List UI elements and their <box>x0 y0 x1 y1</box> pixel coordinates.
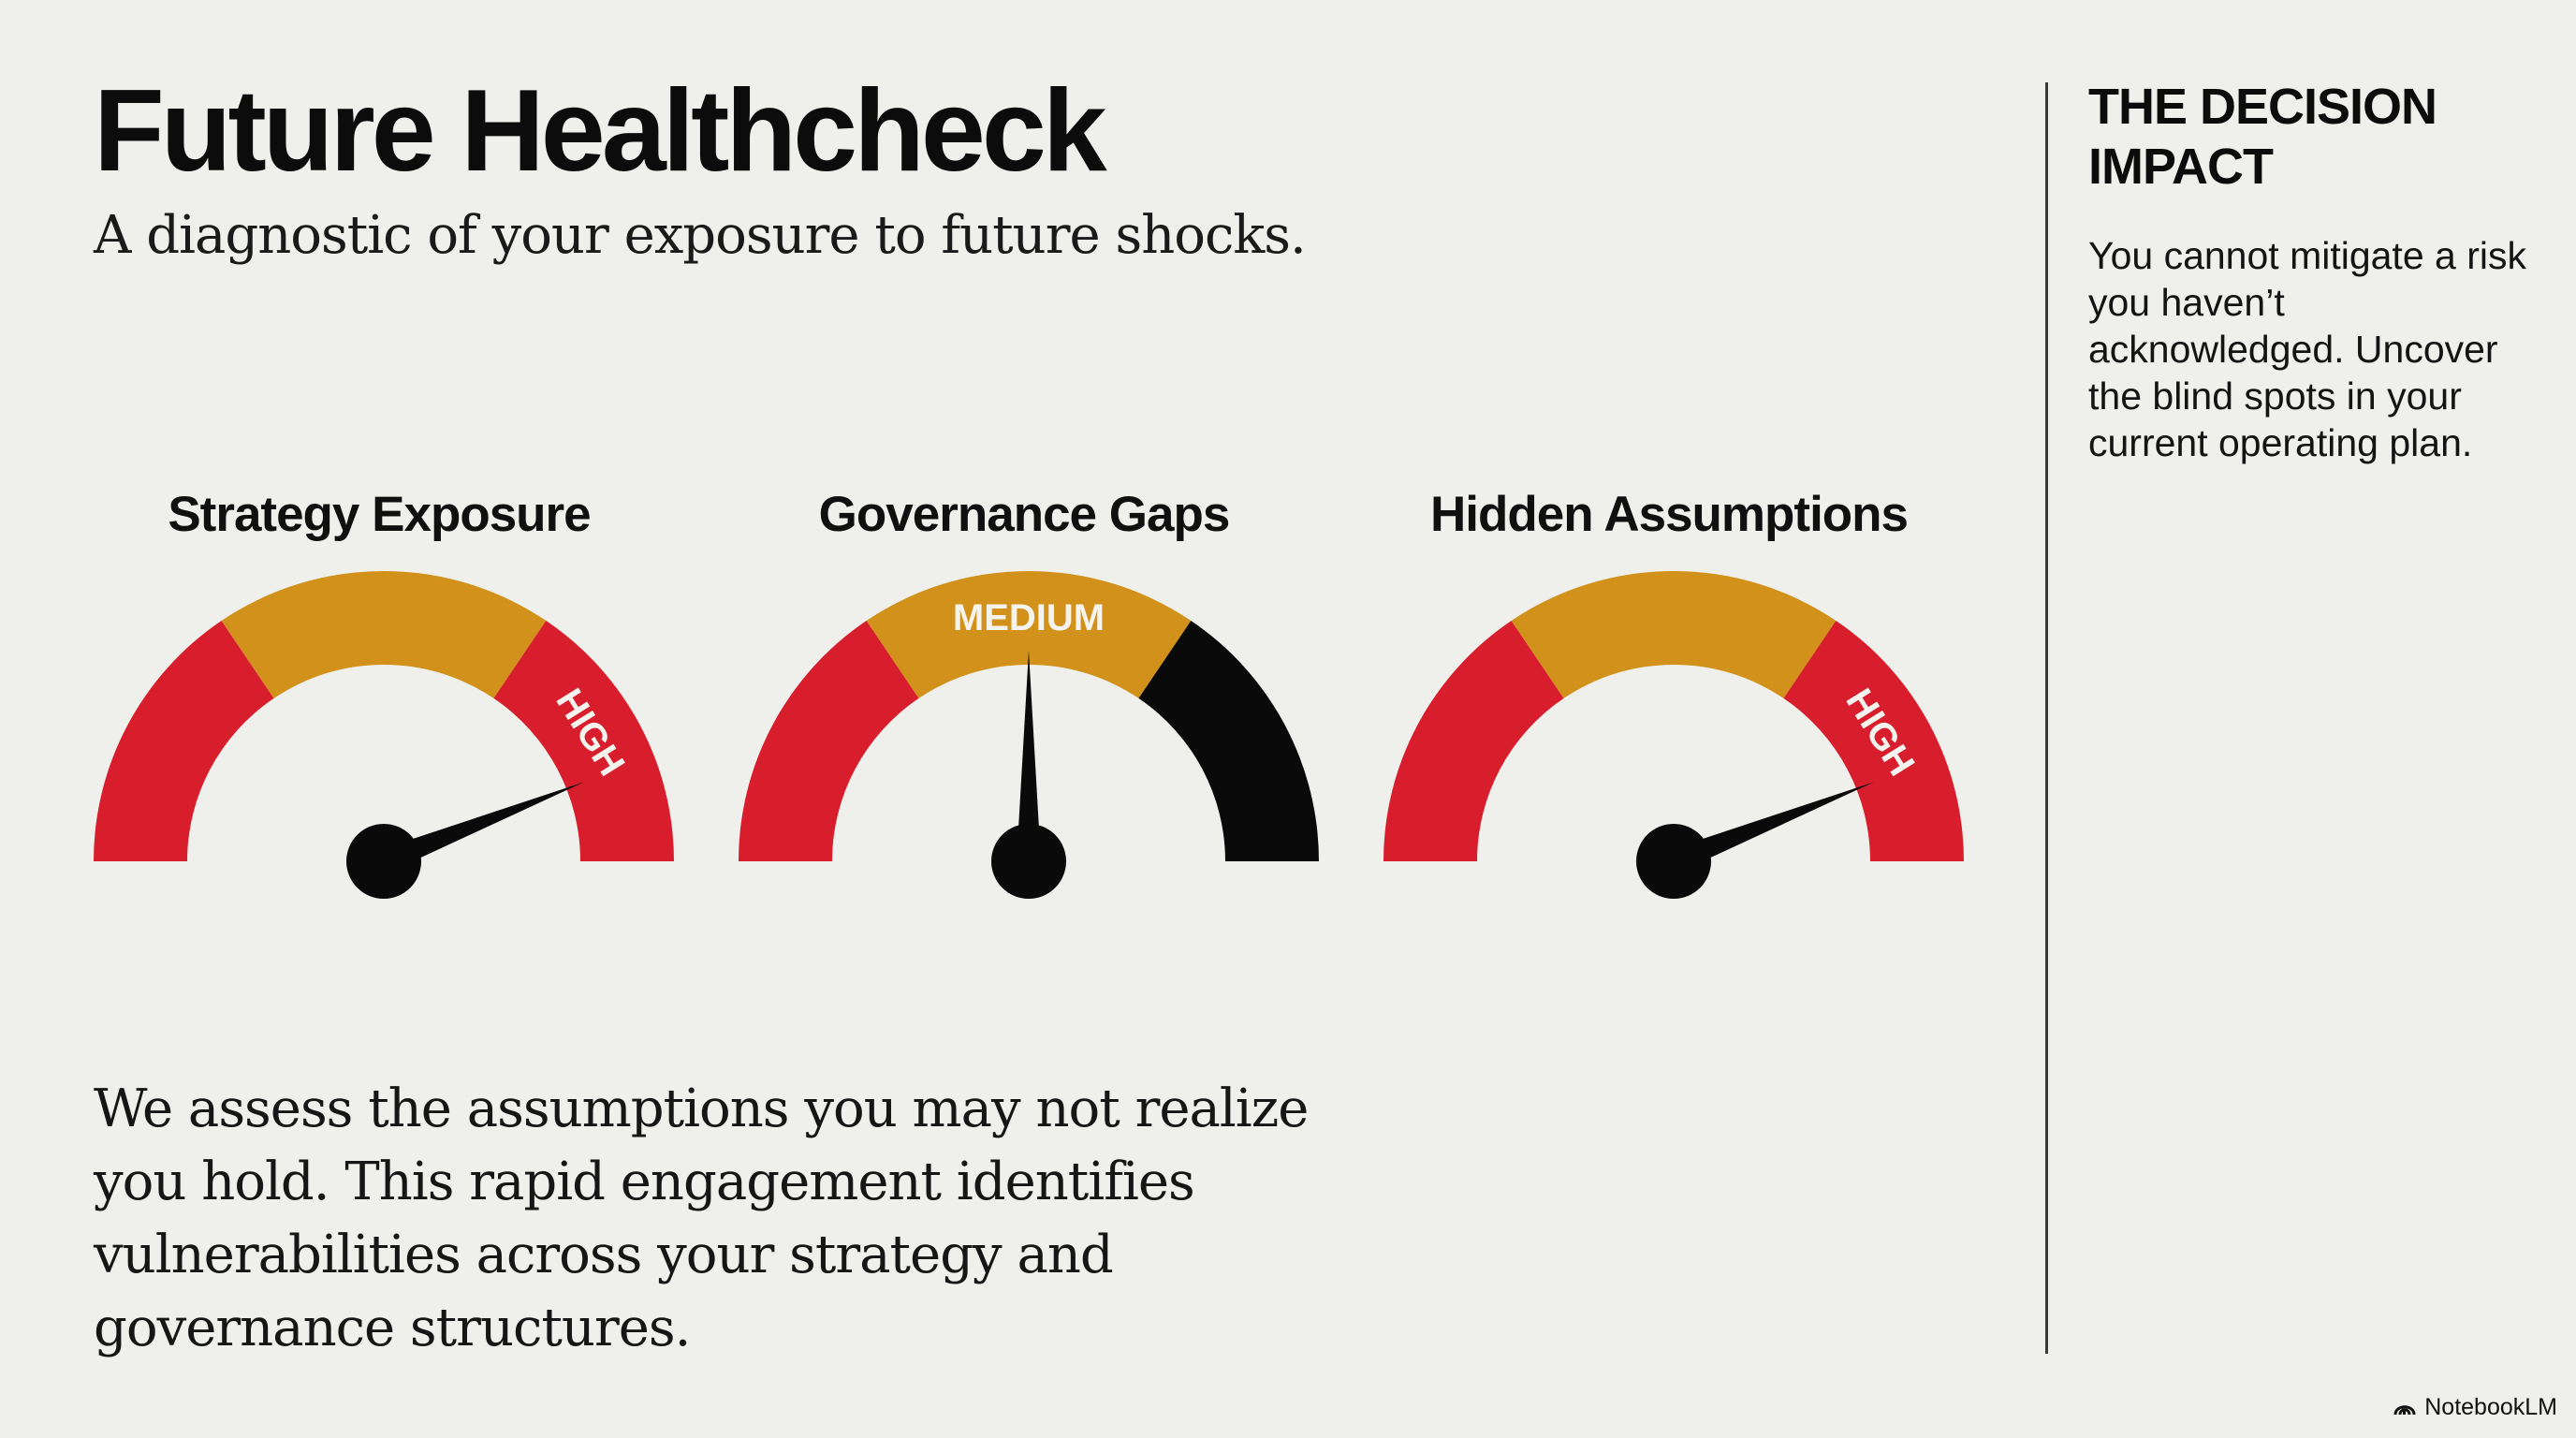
gauge-needle-hub <box>991 824 1066 899</box>
notebooklm-logo-icon <box>2393 1405 2416 1416</box>
sidebar-heading: THE DECISION IMPACT <box>2088 79 2437 195</box>
gauge-zone-high <box>493 620 674 861</box>
brand-mark: NotebookLM <box>2393 1393 2557 1421</box>
gauge-zone-high <box>1783 620 1964 861</box>
gauge-needle-hub <box>1636 824 1711 899</box>
brand-name: NotebookLM <box>2424 1394 2557 1420</box>
gauge-label-strategy-exposure: Strategy Exposure <box>168 487 591 542</box>
page-title: Future Healthcheck <box>94 66 1107 196</box>
gauge-needle <box>1669 782 1874 873</box>
body-text: We assess the assumptions you may not re… <box>94 1078 1309 1358</box>
gauge-zone-medium <box>866 571 1192 698</box>
gauge-label-hidden-assumptions: Hidden Assumptions <box>1429 487 1909 542</box>
gauge-zone-medium <box>1511 571 1837 698</box>
gauge-zone-low <box>1383 620 1564 861</box>
gauge-panel: Strategy Exposure Governance Gaps Hidden… <box>56 468 1984 936</box>
gauge-needle <box>1017 651 1041 861</box>
gauge-zone-medium <box>221 571 547 698</box>
vertical-divider <box>2045 82 2048 1354</box>
gauge-zone-low <box>739 620 919 861</box>
gauge-level-label: MEDIUM <box>953 597 1105 638</box>
page-subtitle: A diagnostic of your exposure to future … <box>94 205 1307 266</box>
gauge-zone-high <box>1138 620 1319 861</box>
gauge-zone-low <box>94 620 274 861</box>
gauge-needle <box>379 782 584 873</box>
gauge-label-governance-gaps: Governance Gaps <box>818 487 1231 542</box>
gauge-needle-hub <box>346 824 421 899</box>
sidebar-text: You cannot mitigate a risk you haven’t a… <box>2088 234 2526 464</box>
